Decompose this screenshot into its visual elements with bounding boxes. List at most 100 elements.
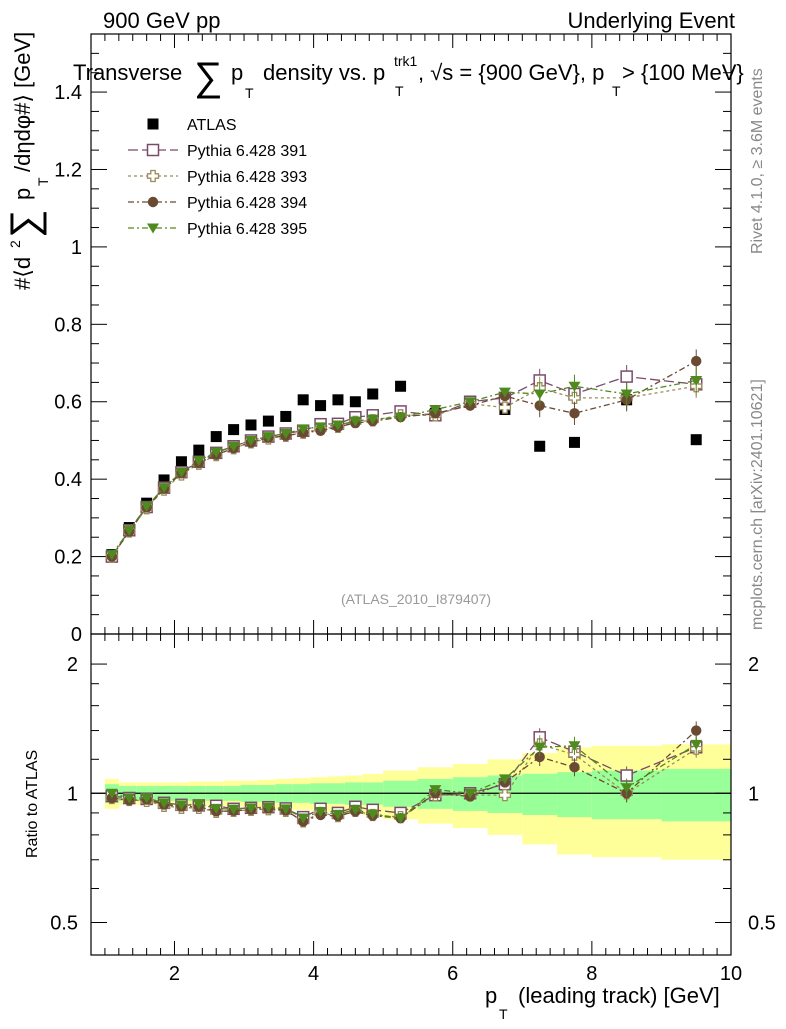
main-atlas-point [690,434,702,446]
legend-atlas-label: ATLAS [187,117,237,134]
ratio-pythia-6-428-395-point [568,741,581,752]
legend-pythia-6-428-395-label: Pythia 6.428 395 [187,221,307,238]
main-pythia-6-428-395-point [690,375,703,386]
ratio-pythia-6-428-395-point [297,813,310,824]
main-pythia-6-428-395-line [111,379,697,556]
title-t4: > {100 MeV} [622,60,744,85]
x-tick-label: 4 [308,963,319,985]
title-T3: T [612,83,621,99]
rivet-label: Rivet 4.1.0, ≥ 3.6M events [749,68,766,254]
legend-pythia-6-428-393-marker [146,169,160,183]
ratio-pythia-6-428-395-point [245,803,257,814]
ratio-pythia-6-428-395-point [158,798,171,809]
x-axis-title: p T (leading track) [GeV] [485,983,720,1022]
legend: ATLAS Pythia 6.428 391 Pythia 6.428 393 Pyt… [128,117,307,238]
main-series-layer [105,349,703,563]
main-pythia-6-428-394-point [569,408,580,419]
legend-pythia-6-428-394-marker [147,196,159,208]
title-sup: trk1 [394,53,418,69]
main-pythia-6-428-395-point [620,389,633,400]
main-pythia-6-428-393-point [568,391,581,405]
title-p: p [231,60,243,85]
title-t3: , √s = {900 GeV}, p [418,60,604,85]
main-pythia-6-428-395-point [297,424,310,435]
title-T1: T [245,85,254,101]
ratio-y-tick-label: 2 [67,654,78,676]
main-atlas-point [367,388,379,400]
main-pythia-6-428-395-point [498,387,511,398]
ylabel-T: T [35,177,51,186]
main-atlas-point [175,456,187,468]
title-t1: Transverse [73,60,182,85]
main-pythia-6-428-395-point [331,420,344,431]
ratio-y-axis-title: Ratio to ATLAS [24,750,41,858]
main-atlas-point [349,396,361,408]
main-atlas-point [193,444,205,456]
ratio-pythia-6-428-395-point [279,804,292,815]
main-pythia-6-428-395-point [366,414,379,425]
chart-title: Transverse ∑ p T density vs. p trk1 T , … [73,53,744,101]
main-pythia-6-428-395-point [464,397,477,408]
main-pythia-6-428-395-point [533,389,546,400]
main-pythia-6-428-395-point [429,404,442,415]
ratio-uncertainty-bands [104,744,731,860]
ratio-pythia-6-428-395-point [140,793,153,804]
main-pythia-6-428-395-point [140,501,153,512]
legend-atlas-marker [147,118,159,130]
main-atlas-point [332,394,344,406]
ratio-pythia-6-428-393-point [498,789,512,802]
ratio-pythia-6-428-395-point [366,809,379,820]
legend-pythia-6-428-394-label: Pythia 6.428 394 [187,195,307,212]
legend-pythia-6-428-393-label: Pythia 6.428 393 [187,169,307,186]
main-atlas-point [262,415,274,427]
ratio-pythia-6-428-394-line [111,730,697,823]
y-tick-label: 0.6 [54,392,82,414]
ratio-y-tick-label: 0.5 [50,912,78,934]
ratio-pythia-6-428-395-point [105,788,118,799]
main-pythia-6-428-395-point [192,456,205,467]
ratio-pythia-6-428-394-point [691,725,702,736]
ratio-pythia-6-428-395-point [429,785,442,796]
ratio-pythia-6-428-395-point [394,813,407,824]
ylabel-b: /dηdφ#⟩ [GeV] [10,32,35,172]
mcplots-label: mcplots.cern.ch [arXiv:2401.10621] [749,379,766,630]
main-pythia-6-428-394-point [691,355,702,367]
header-right: Underlying Event [567,8,735,33]
ratio-pythia-6-428-395-line [111,743,697,819]
main-atlas-point [228,424,240,436]
main-pythia-6-428-395-point [314,422,327,433]
main-pythia-6-428-395-point [123,525,136,536]
ratio-pythia-6-428-395-point [123,793,136,804]
ratio-y-tick-label-right: 2 [748,654,759,676]
title-sum: ∑ [194,55,223,99]
main-atlas-point [210,431,222,443]
ratio-pythia-6-428-395-point [314,806,327,817]
ratio-pythia-6-428-395-point [192,799,205,810]
main-atlas-point [158,474,170,486]
main-pythia-6-428-395-point [245,435,257,446]
main-atlas-point [280,410,292,422]
ratio-pythia-6-428-395-point [533,742,546,753]
main-pythia-6-428-395-point [210,447,223,458]
header-left: 900 GeV pp [103,8,220,33]
xlabel-rest: (leading track) [GeV] [518,983,720,1008]
y-axis-title: #⟨d 2 ∑ p T /dηdφ#⟩ [GeV] [3,32,51,290]
ratio-series-layer [105,721,703,828]
ylabel-p: p [10,188,35,200]
y-tick-label: 1 [71,237,82,259]
ratio-pythia-6-428-395-point [464,788,477,799]
ratio-y-tick-label-right: 1 [748,783,759,805]
main-pythia-6-428-393-point [498,401,512,414]
main-pythia-6-428-395-point [227,441,240,452]
y-tick-label: 0.8 [54,314,82,336]
main-pythia-6-428-395-point [262,432,275,443]
ratio-pythia-6-428-395-point [690,739,703,750]
main-atlas-point [395,380,407,392]
band-green [522,773,558,816]
ratio-pythia-6-428-394-point [534,751,545,763]
ylabel-sum: ∑ [3,209,47,238]
xlabel-p: p [485,983,497,1008]
x-tick-label: 10 [720,963,742,985]
y-tick-label: 1.4 [54,82,82,104]
x-tick-label: 6 [447,963,458,985]
